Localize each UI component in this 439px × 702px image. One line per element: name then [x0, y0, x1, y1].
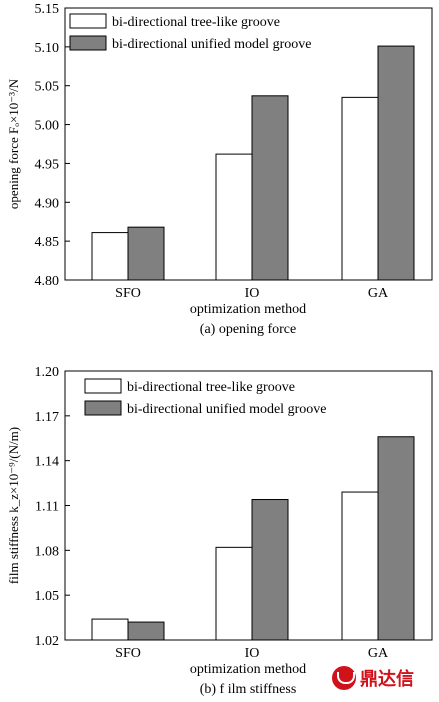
logo-text: 鼎达信 — [360, 669, 414, 690]
y-tick-label-a-4: 5.00 — [35, 119, 60, 134]
bar-b-s1-ga — [341, 491, 379, 641]
y-tick-label-b-1: 1.05 — [35, 589, 60, 604]
y-tick-label-b-2: 1.08 — [35, 544, 60, 559]
y-tick-label-a-7: 5.15 — [35, 2, 60, 17]
bar-a-s2-io — [251, 95, 289, 281]
y-axis-label-a: opening force Fₒ×10⁻³/N — [6, 78, 21, 209]
y-tick-label-b-5: 1.17 — [35, 410, 60, 425]
bar-a-s2-sfo — [127, 226, 165, 281]
x-category-label-a-0: SFO — [115, 286, 141, 301]
y-tick-label-a-1: 4.85 — [35, 235, 60, 250]
bar-b-s2-ga — [377, 436, 415, 641]
bar-b-s2-sfo — [127, 621, 165, 641]
bar-b-s1-io — [215, 546, 253, 641]
caption-b: (b) f ilm stiffness — [200, 682, 297, 697]
plot-frame-a — [64, 7, 433, 281]
ring-logo-icon — [332, 666, 356, 690]
legend-label-b-1: bi-directional tree-like groove — [127, 380, 295, 395]
legend-swatch-a-2 — [69, 35, 107, 51]
caption-a: (a) opening force — [200, 322, 296, 337]
y-tick-label-b-0: 1.02 — [35, 634, 60, 649]
x-category-label-a-1: IO — [245, 286, 260, 301]
x-axis-label-a: optimization method — [190, 302, 306, 317]
bar-a-s2-ga — [377, 45, 415, 281]
bar-b-s1-sfo — [91, 618, 129, 641]
bar-a-s1-ga — [341, 96, 379, 281]
y-tick-label-a-6: 5.10 — [35, 41, 60, 56]
chart-panel-b: 1.02 1.05 1.08 1.11 1.14 1.17 1.20 SFO IO GA optim… — [6, 365, 433, 697]
legend-swatch-a-1 — [69, 13, 107, 29]
legend-label-a-1: bi-directional tree-like groove — [112, 15, 280, 30]
bar-b-s2-io — [251, 499, 289, 641]
legend-swatch-b-2 — [84, 400, 122, 416]
y-tick-label-b-3: 1.11 — [35, 500, 59, 515]
x-category-label-b-0: SFO — [115, 646, 141, 661]
legend-label-a-2: bi-directional unified model groove — [112, 37, 311, 52]
x-category-label-a-2: GA — [368, 286, 389, 301]
y-tick-label-a-3: 4.95 — [35, 157, 60, 172]
bar-a-s1-sfo — [91, 232, 129, 281]
x-axis-label-b: optimization method — [190, 662, 306, 677]
bar-a-s1-io — [215, 153, 253, 281]
y-tick-label-b-4: 1.14 — [35, 455, 60, 470]
y-tick-label-a-0: 4.80 — [35, 274, 60, 289]
legend-swatch-b-1 — [84, 378, 122, 394]
y-axis-label-b: film stiffness k_z×10⁻⁹/(N/m) — [6, 427, 21, 584]
chart-panel-a: 4.80 4.85 4.90 4.95 5.00 5.05 5.10 5.15 SFO IO GA o… — [6, 2, 433, 337]
legend-label-b-2: bi-directional unified model groove — [127, 402, 326, 417]
x-category-label-b-2: GA — [368, 646, 389, 661]
y-tick-label-b-6: 1.20 — [35, 365, 60, 380]
y-tick-label-a-5: 5.05 — [35, 80, 60, 95]
watermark-logo: 鼎达信 — [332, 664, 436, 692]
y-tick-label-a-2: 4.90 — [35, 196, 60, 211]
x-category-label-b-1: IO — [245, 646, 260, 661]
